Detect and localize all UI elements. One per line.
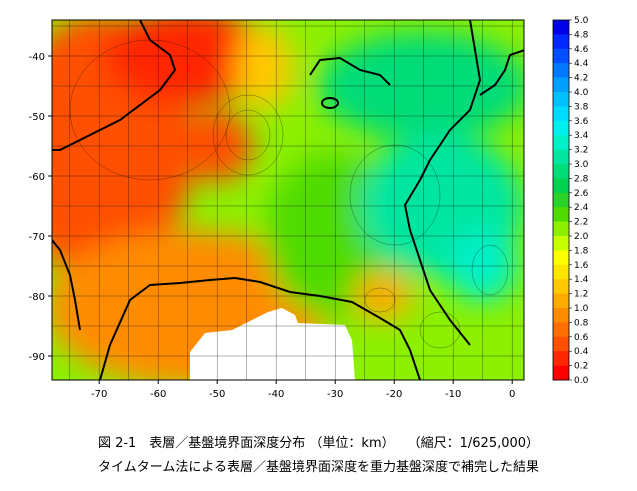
colorbar-label: 1.4 [574, 275, 589, 285]
colorbar-label: 2.8 [574, 174, 589, 184]
colorbar-label: 3.0 [574, 160, 589, 170]
y-tick-label: -80 [29, 292, 45, 303]
depth-map: -70 -60 -50 -40 -30 -20 -10 0 -40 -50 -60 -70 -80 -9… [29, 16, 589, 400]
colorbar-label: 1.0 [574, 304, 589, 314]
plot-area [52, 20, 524, 380]
colorbar-label: 3.6 [574, 117, 589, 127]
colorbar-swatch [553, 63, 569, 78]
x-tick-label: -30 [327, 389, 343, 400]
colorbar-swatch [553, 336, 569, 352]
colorbar-swatch [553, 264, 569, 280]
colorbar-swatch [553, 322, 569, 338]
colorbar-label: 2.4 [574, 203, 589, 213]
x-tick-label: 0 [509, 389, 515, 400]
colorbar-label: 4.8 [574, 30, 589, 40]
contour-lines [69, 39, 509, 349]
colorbar-swatch [553, 293, 569, 309]
colorbar-label: 0.0 [574, 376, 589, 386]
colorbar-swatch [553, 221, 569, 237]
colorbar-swatch [553, 192, 569, 208]
colorbar-label: 1.2 [574, 290, 588, 300]
y-tick-label: -50 [29, 112, 45, 123]
colorbar-swatch [553, 34, 569, 50]
plot-frame [51, 19, 525, 381]
colorbar-swatch [553, 120, 569, 136]
x-tick-label: -10 [445, 389, 461, 400]
colorbar-swatch [553, 279, 569, 294]
colorbar-swatch [553, 149, 569, 165]
colorbar-swatch [553, 308, 569, 323]
x-tick-label: -60 [150, 389, 166, 400]
colorbar-label: 3.8 [574, 102, 589, 112]
colorbar-label: 0.2 [574, 362, 588, 372]
colorbar-swatch [553, 207, 569, 222]
colorbar-swatch [553, 365, 569, 381]
colorbar-label: 2.0 [574, 232, 589, 242]
x-tick-label: -40 [268, 389, 284, 400]
colorbar-frame [552, 19, 570, 381]
x-axis: -70 -60 -50 -40 -30 -20 -10 0 [91, 380, 515, 400]
colorbar-swatch [553, 351, 569, 366]
colorbar-label: 1.6 [574, 261, 589, 271]
colorbar-swatch [553, 164, 569, 179]
x-tick-label: -20 [386, 389, 402, 400]
colorbar-swatch [553, 92, 569, 107]
colorbar-swatch [553, 178, 569, 194]
colorbar-label: 0.8 [574, 318, 589, 328]
coastline [52, 20, 524, 380]
colorbar-label: 5.0 [574, 16, 589, 26]
y-tick-label: -40 [29, 52, 45, 63]
colorbar-swatch [553, 20, 569, 35]
y-tick-label: -60 [29, 172, 45, 183]
colorbar-label: 4.2 [574, 74, 588, 84]
colorbar-swatch [553, 48, 569, 64]
colorbar-swatch [553, 77, 569, 93]
colorbar-label: 1.8 [574, 246, 589, 256]
colorbar-swatch [553, 135, 569, 150]
colorbar-swatch [553, 250, 569, 266]
colorbar-label: 0.6 [574, 333, 589, 343]
y-tick-label: -90 [29, 352, 45, 363]
colorbar-label: 2.2 [574, 218, 588, 228]
figure-caption-description: タイムターム法による表層／基盤境界面深度を重力基盤深度で補完した結果 [98, 460, 539, 475]
colorbar: 5.0 4.8 4.6 4.4 4.2 4.0 3.8 3.6 3.4 3.2 3.0 2.8 2.6 2… [552, 16, 589, 386]
y-tick-label: -70 [29, 232, 45, 243]
colorbar-swatch [553, 106, 569, 122]
x-tick-label: -50 [209, 389, 225, 400]
colorbar-label: 4.4 [574, 59, 589, 69]
colorbar-swatch [553, 236, 569, 251]
y-axis: -40 -50 -60 -70 -80 -90 [29, 52, 52, 363]
x-tick-label: -70 [91, 389, 107, 400]
colorbar-label: 0.4 [574, 347, 589, 357]
colorbar-label: 3.2 [574, 146, 588, 156]
colorbar-label: 3.4 [574, 131, 589, 141]
region-north-central [234, 26, 294, 110]
colorbar-label: 2.6 [574, 189, 589, 199]
colorbar-label: 4.0 [574, 88, 589, 98]
colorbar-label: 4.6 [574, 45, 589, 55]
figure-caption-title: 図 2-1 表層／基盤境界面深度分布 （単位：km） （縮尺：1/625,000… [97, 436, 540, 451]
